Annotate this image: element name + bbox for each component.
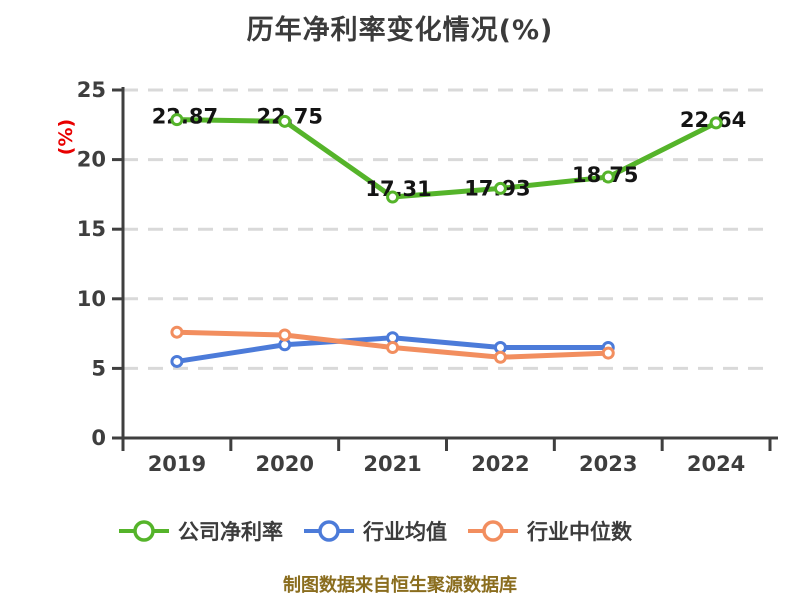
legend-label-industry-mean: 行业均值 bbox=[363, 520, 447, 544]
legend-marker-industry-mean-icon bbox=[304, 520, 354, 542]
x-tick-label: 2019 bbox=[148, 452, 206, 476]
legend-marker-company-net-margin-icon bbox=[119, 520, 169, 542]
data-point-company-net-margin bbox=[278, 114, 292, 128]
legend-label-industry-median: 行业中位数 bbox=[527, 520, 632, 544]
y-tick-label: 0 bbox=[91, 426, 106, 450]
data-point-company-net-margin bbox=[170, 113, 184, 127]
data-point-industry-median bbox=[493, 350, 507, 364]
chart-title: 历年净利率变化情况(%) bbox=[246, 15, 554, 46]
y-tick-label: 25 bbox=[77, 78, 106, 102]
legend-item-industry-mean: 行业均值 bbox=[303, 516, 447, 546]
data-point-industry-median bbox=[386, 341, 400, 355]
x-tick-label: 2024 bbox=[687, 452, 745, 476]
x-tick-label: 2021 bbox=[363, 452, 421, 476]
y-tick-label: 5 bbox=[91, 356, 106, 380]
data-point-company-net-margin bbox=[709, 116, 723, 130]
x-tick-label: 2022 bbox=[471, 452, 529, 476]
data-source-note: 制图数据来自恒生聚源数据库 bbox=[283, 575, 517, 596]
legend-circle bbox=[318, 520, 340, 542]
legend-item-company-net-margin: 公司净利率 bbox=[118, 516, 283, 546]
x-tick-label: 2020 bbox=[256, 452, 314, 476]
data-point-industry-median bbox=[601, 346, 615, 360]
legend-item-industry-median: 行业中位数 bbox=[467, 516, 632, 546]
data-label-company-net-margin: 22.87 bbox=[152, 105, 218, 129]
data-point-company-net-margin bbox=[493, 181, 507, 195]
x-tick-label: 2023 bbox=[579, 452, 637, 476]
y-tick-label: 20 bbox=[77, 148, 106, 172]
chart-legend: 公司净利率 行业均值 行业中位数 bbox=[118, 516, 632, 546]
legend-marker-industry-median-icon bbox=[468, 520, 518, 542]
y-tick-label: 15 bbox=[77, 217, 106, 241]
legend-circle bbox=[482, 520, 504, 542]
data-point-company-net-margin bbox=[386, 190, 400, 204]
legend-circle bbox=[133, 520, 155, 542]
y-axis-unit-label: (%) bbox=[55, 118, 77, 156]
data-point-industry-median bbox=[278, 328, 292, 342]
data-point-industry-mean bbox=[170, 354, 184, 368]
data-point-company-net-margin bbox=[601, 170, 615, 184]
line-company-net-margin bbox=[174, 117, 719, 200]
data-point-industry-median bbox=[170, 325, 184, 339]
y-tick-label: 10 bbox=[77, 287, 106, 311]
legend-label-company-net-margin: 公司净利率 bbox=[178, 520, 283, 544]
